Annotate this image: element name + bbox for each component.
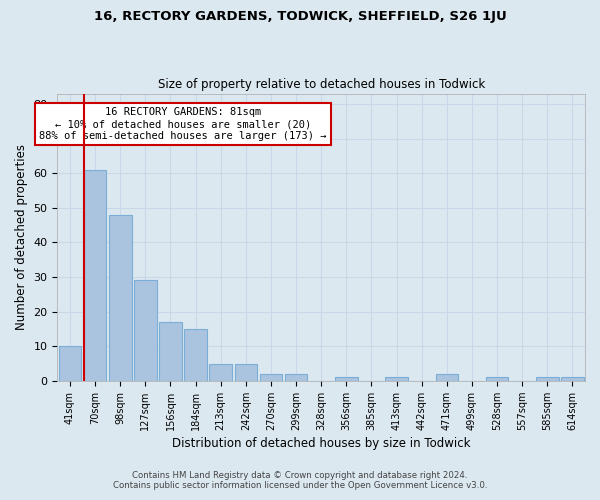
Bar	[285, 374, 307, 381]
Bar	[84, 170, 106, 381]
Bar	[561, 378, 584, 381]
Bar	[486, 378, 508, 381]
Y-axis label: Number of detached properties: Number of detached properties	[15, 144, 28, 330]
Title: Size of property relative to detached houses in Todwick: Size of property relative to detached ho…	[158, 78, 485, 91]
Text: Contains HM Land Registry data © Crown copyright and database right 2024.
Contai: Contains HM Land Registry data © Crown c…	[113, 470, 487, 490]
Bar	[109, 214, 131, 381]
X-axis label: Distribution of detached houses by size in Todwick: Distribution of detached houses by size …	[172, 437, 470, 450]
Bar	[209, 364, 232, 381]
Bar	[436, 374, 458, 381]
Bar	[385, 378, 408, 381]
Bar	[159, 322, 182, 381]
Bar	[134, 280, 157, 381]
Bar	[184, 329, 207, 381]
Bar	[235, 364, 257, 381]
Text: 16, RECTORY GARDENS, TODWICK, SHEFFIELD, S26 1JU: 16, RECTORY GARDENS, TODWICK, SHEFFIELD,…	[94, 10, 506, 23]
Bar	[260, 374, 282, 381]
Bar	[59, 346, 81, 381]
Bar	[536, 378, 559, 381]
Bar	[335, 378, 358, 381]
Text: 16 RECTORY GARDENS: 81sqm
← 10% of detached houses are smaller (20)
88% of semi-: 16 RECTORY GARDENS: 81sqm ← 10% of detac…	[39, 108, 327, 140]
